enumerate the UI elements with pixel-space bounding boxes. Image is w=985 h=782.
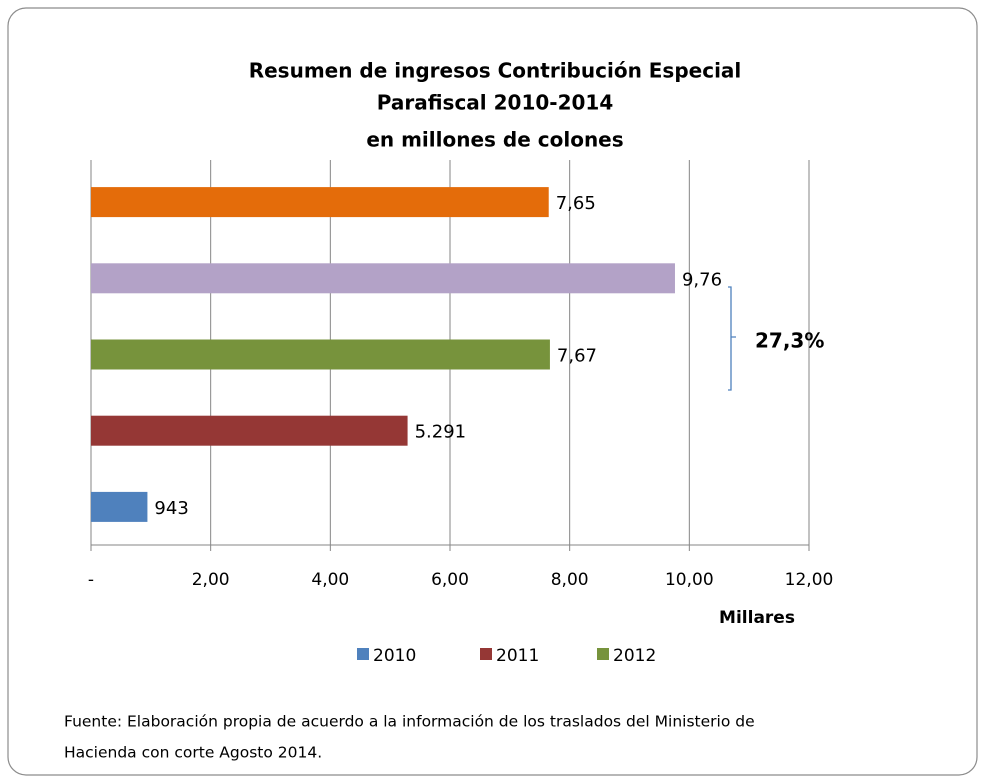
data-label: 9,76 — [682, 269, 722, 290]
x-tick-label: 6,00 — [431, 570, 469, 590]
x-tick-label: 12,00 — [785, 570, 834, 590]
bar — [91, 339, 550, 370]
data-label: 943 — [154, 498, 188, 519]
x-tick-label: 10,00 — [665, 570, 714, 590]
chart-title: en millones de colones — [366, 128, 623, 152]
legend-swatch — [357, 648, 369, 660]
data-label: 7,67 — [557, 346, 597, 367]
frame — [7, 7, 978, 776]
source-note: Hacienda con corte Agosto 2014. — [64, 744, 322, 762]
bar — [91, 415, 408, 446]
source-note: Fuente: Elaboración propia de acuerdo a … — [64, 713, 755, 731]
legend-swatch — [480, 648, 492, 660]
x-tick-label: 8,00 — [551, 570, 589, 590]
annotation: 27,3% — [755, 329, 824, 353]
bracket — [728, 286, 736, 391]
legend-swatch — [597, 648, 609, 660]
legend-label: 2010 — [373, 646, 416, 666]
x-tick-label: - — [88, 570, 94, 590]
data-label: 7,65 — [556, 193, 596, 214]
x-axis-label: Millares — [719, 608, 795, 628]
bar — [91, 187, 549, 218]
bar — [91, 491, 148, 522]
chart-title: Resumen de ingresos Contribución Especia… — [249, 59, 742, 83]
x-tick-label: 2,00 — [192, 570, 230, 590]
bar — [91, 263, 675, 294]
data-label: 5.291 — [415, 422, 467, 443]
legend-label: 2011 — [496, 646, 539, 666]
x-tick-label: 4,00 — [311, 570, 349, 590]
legend-label: 2012 — [613, 646, 656, 666]
chart-title: Parafiscal 2010-2014 — [377, 91, 614, 115]
